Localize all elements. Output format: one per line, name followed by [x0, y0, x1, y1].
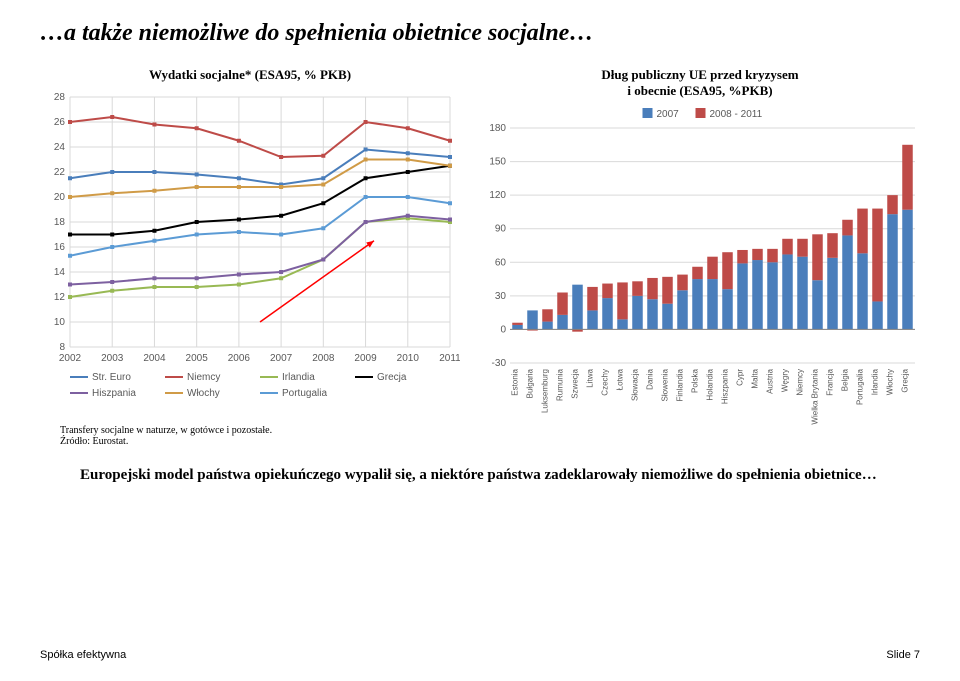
charts-row: Wydatki socjalne* (ESA95, % PKB) 8 10 12 14… [40, 67, 920, 447]
svg-text:14: 14 [54, 267, 66, 278]
svg-text:Irlandia: Irlandia [282, 372, 315, 383]
svg-text:Słowenia: Słowenia [661, 368, 670, 401]
svg-text:Finlandia: Finlandia [676, 368, 685, 401]
svg-text:60: 60 [495, 257, 507, 268]
svg-text:Grecja: Grecja [901, 368, 910, 392]
svg-text:12: 12 [54, 292, 66, 303]
svg-text:2004: 2004 [143, 353, 166, 364]
page-title: …a także niemożliwe do spełnienia obietn… [40, 20, 920, 47]
left-chart-title: Wydatki socjalne* (ESA95, % PKB) [40, 67, 460, 83]
svg-text:22: 22 [54, 167, 66, 178]
svg-text:120: 120 [489, 190, 506, 201]
svg-text:18: 18 [54, 217, 66, 228]
svg-text:2009: 2009 [354, 353, 377, 364]
right-bar-chart: -30 0 30 60 90 120 150 180 2007 2008 - 2011 Estoni… [480, 103, 920, 443]
svg-text:Dania: Dania [646, 368, 655, 389]
svg-text:Holandia: Holandia [706, 368, 715, 400]
svg-text:Łotwa: Łotwa [616, 368, 625, 390]
svg-text:Wielka Brytania: Wielka Brytania [811, 368, 820, 424]
svg-text:Francja: Francja [826, 368, 835, 395]
svg-text:Cypr: Cypr [736, 369, 745, 386]
svg-text:Litwa: Litwa [586, 368, 595, 387]
svg-text:2008 - 2011: 2008 - 2011 [710, 109, 763, 120]
svg-text:2002: 2002 [59, 353, 82, 364]
svg-text:Słowacja: Słowacja [631, 368, 640, 401]
left-line-chart: 8 10 12 14 16 18 20 22 24 26 28 2002 2003 2004 2005 200… [40, 87, 460, 417]
svg-text:Estonia: Estonia [511, 368, 520, 395]
svg-text:Rumunia: Rumunia [556, 368, 565, 401]
svg-text:Str. Euro: Str. Euro [92, 372, 131, 383]
right-chart-block: Dług publiczny UE przed kryzysem i obecn… [480, 67, 920, 447]
svg-text:Hiszpania: Hiszpania [721, 368, 730, 404]
svg-text:Luksemburg: Luksemburg [541, 369, 550, 413]
svg-text:Węgry: Węgry [781, 369, 790, 392]
svg-text:Grecja: Grecja [377, 372, 407, 383]
svg-text:90: 90 [495, 224, 507, 235]
svg-text:Malta: Malta [751, 368, 760, 388]
svg-text:Włochy: Włochy [187, 388, 220, 399]
footer: Spółka efektywna Slide 7 [40, 649, 920, 661]
svg-text:Hiszpania: Hiszpania [92, 388, 136, 399]
svg-text:2003: 2003 [101, 353, 124, 364]
svg-text:Portugalia: Portugalia [856, 368, 865, 405]
svg-text:24: 24 [54, 142, 66, 153]
svg-text:-30: -30 [492, 358, 507, 369]
svg-text:Austria: Austria [766, 368, 775, 393]
footer-left: Spółka efektywna [40, 649, 126, 661]
svg-text:180: 180 [489, 123, 506, 134]
svg-text:Niemcy: Niemcy [796, 369, 805, 396]
svg-text:Belgia: Belgia [841, 368, 850, 391]
svg-text:Włochy: Włochy [886, 369, 895, 395]
svg-text:Bułgaria: Bułgaria [526, 368, 535, 398]
svg-text:Czechy: Czechy [601, 369, 610, 396]
svg-text:150: 150 [489, 157, 506, 168]
svg-text:26: 26 [54, 117, 66, 128]
svg-text:Portugalia: Portugalia [282, 388, 327, 399]
conclusion-text: Europejski model państwa opiekuńczego wy… [80, 467, 920, 484]
footer-right: Slide 7 [886, 649, 920, 661]
svg-text:0: 0 [500, 324, 506, 335]
svg-text:2011: 2011 [439, 353, 460, 364]
svg-text:2007: 2007 [270, 353, 293, 364]
svg-text:30: 30 [495, 291, 507, 302]
svg-text:2006: 2006 [228, 353, 251, 364]
svg-text:Irlandia: Irlandia [871, 368, 880, 395]
svg-text:20: 20 [54, 192, 66, 203]
svg-text:2008: 2008 [312, 353, 335, 364]
svg-text:2007: 2007 [657, 109, 680, 120]
footnote-text: Transfery socjalne w naturze, w gotówce … [60, 425, 460, 436]
svg-text:2010: 2010 [397, 353, 420, 364]
svg-text:Niemcy: Niemcy [187, 372, 220, 383]
right-chart-title: Dług publiczny UE przed kryzysem i obecn… [480, 67, 920, 99]
svg-text:2005: 2005 [186, 353, 209, 364]
left-footnote: Transfery socjalne w naturze, w gotówce … [60, 425, 460, 447]
svg-text:16: 16 [54, 242, 66, 253]
svg-text:Szwecja: Szwecja [571, 368, 580, 398]
svg-text:10: 10 [54, 317, 66, 328]
footnote-source: Źródło: Eurostat. [60, 436, 460, 447]
svg-text:28: 28 [54, 92, 66, 103]
svg-text:Polska: Polska [691, 368, 700, 393]
svg-text:8: 8 [59, 342, 65, 353]
left-chart-block: Wydatki socjalne* (ESA95, % PKB) 8 10 12 14… [40, 67, 460, 447]
